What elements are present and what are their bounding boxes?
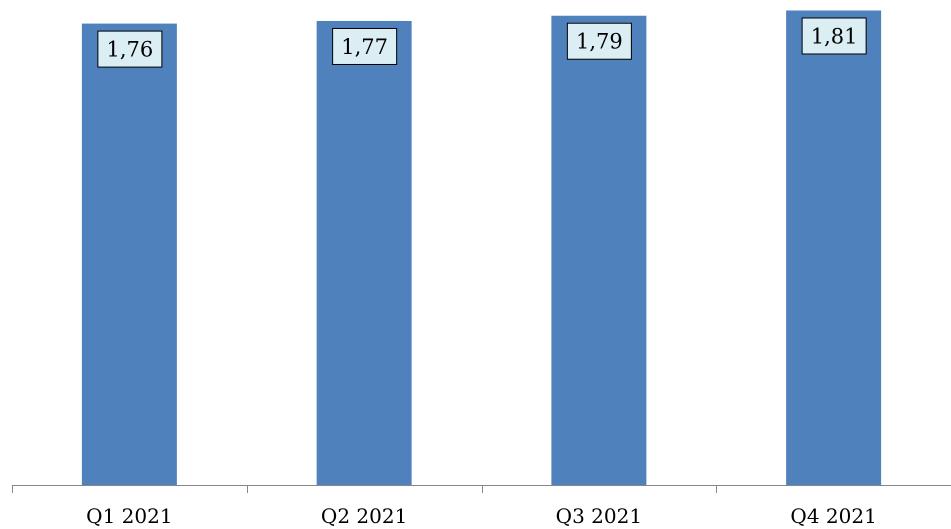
data-label-box-1 [97,30,163,68]
bar-3 [551,15,647,485]
plot-area: 1,76 1,77 1,79 1,81 Q1 2021 Q2 2021 Q3 2021 Q4… [12,10,951,528]
data-labels: 1,76 1,77 1,79 1,81 [97,17,867,68]
x-tick-label-4: Q4 2021 [790,504,876,528]
data-label-2: 1,77 [341,35,388,59]
data-label-1: 1,76 [106,38,153,62]
x-tick-label-1: Q1 2021 [86,504,172,528]
bar-2 [316,20,412,486]
data-label-3: 1,79 [576,30,623,54]
data-label-box-2 [332,27,398,65]
x-tick-label-2: Q2 2021 [321,504,407,528]
bar-4 [786,10,882,486]
data-label-box-4 [801,17,867,55]
x-tick-label-3: Q3 2021 [556,504,642,528]
bar-1 [81,23,177,485]
data-label-4: 1,81 [811,24,858,48]
x-axis-ticks [12,485,717,493]
bars [81,10,882,486]
x-axis-tick-labels: Q1 2021 Q2 2021 Q3 2021 Q4 2021 [86,504,877,528]
data-label-box-3 [566,22,632,60]
